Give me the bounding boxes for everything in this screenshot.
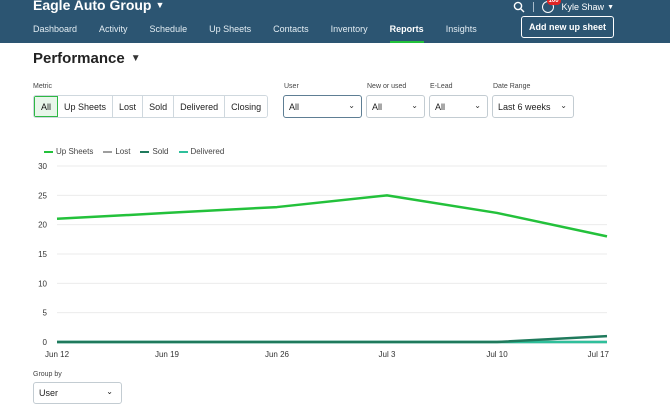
y-tick-label: 20 [38, 221, 47, 230]
group-by-label: Group by [33, 371, 62, 378]
chevron-down-icon: ▼ [130, 53, 141, 64]
metric-closing[interactable]: Closing [225, 96, 268, 117]
group-by-value: User [39, 388, 59, 398]
legend-label: Delivered [190, 147, 225, 156]
x-tick-label: Jul 17 [588, 350, 610, 359]
notifications-icon[interactable]: 100 [541, 0, 561, 13]
x-tick-label: Jul 3 [379, 350, 396, 359]
user-select-value: All [289, 101, 300, 112]
chevron-down-icon: ▼ [155, 0, 165, 10]
y-tick-label: 5 [43, 309, 48, 318]
legend-swatch [178, 150, 188, 153]
x-tick-label: Jul 10 [486, 350, 508, 359]
metric-lost[interactable]: Lost [113, 96, 144, 117]
performance-line-chart: 0 5 10 15 20 25 30 Jun 12 Jun 19 Jun 26 Jul 3 Jul 1… [38, 162, 610, 359]
nav-up-sheets[interactable]: Up Sheets [209, 24, 252, 34]
legend-label: Up Sheets [56, 147, 94, 156]
y-tick-label: 25 [38, 191, 47, 200]
group-by-select[interactable]: User ⌄ [33, 382, 122, 404]
date-range-label: Date Range [493, 83, 531, 90]
add-up-sheet-button[interactable]: Add new up sheet [520, 16, 614, 38]
user-menu[interactable]: Kyle Shaw ▼ [562, 2, 614, 12]
chevron-down-icon: ⌄ [106, 387, 113, 396]
nav-dashboard[interactable]: Dashboard [33, 24, 78, 34]
page-title-dropdown[interactable]: Performance ▼ [33, 50, 141, 67]
series-line-up-sheets [56, 194, 608, 238]
nav-activity[interactable]: Activity [99, 24, 128, 34]
user-label: User [284, 83, 299, 90]
nav-insights[interactable]: Insights [445, 24, 477, 34]
user-select[interactable]: All ⌄ [283, 95, 362, 118]
header-divider [532, 2, 534, 12]
x-tick-label: Jun 26 [265, 350, 290, 359]
new-used-select[interactable]: All ⌄ [366, 95, 425, 118]
legend-label: Sold [152, 147, 169, 156]
metric-up-sheets[interactable]: Up Sheets [58, 96, 114, 117]
nav-contacts[interactable]: Contacts [273, 24, 309, 34]
filters-row: Metric All Up Sheets Lost Sold Delivered… [33, 83, 643, 123]
chevron-down-icon: ⌄ [560, 101, 567, 110]
notification-badge: 100 [546, 0, 561, 5]
chevron-down-icon: ⌄ [348, 101, 355, 110]
new-used-value: All [372, 101, 383, 112]
metric-label: Metric [33, 83, 53, 90]
series-line-sold [57, 334, 608, 344]
legend-label: Lost [115, 147, 131, 156]
elead-label: E-Lead [430, 83, 453, 90]
chevron-down-icon: ⌄ [411, 101, 418, 110]
top-navigation-bar: Eagle Auto Group ▼ Dashboard Activity Sc… [0, 0, 670, 43]
new-used-label: New or used [367, 83, 407, 90]
legend-delivered[interactable]: Delivered [178, 147, 225, 156]
legend-lost[interactable]: Lost [103, 147, 130, 156]
chevron-down-icon: ⌄ [474, 101, 481, 110]
x-tick-label: Jun 19 [155, 350, 180, 359]
brand-switcher[interactable]: Eagle Auto Group ▼ [33, 0, 164, 13]
y-tick-label: 0 [43, 338, 48, 347]
date-range-value: Last 6 weeks [498, 101, 551, 112]
metric-delivered[interactable]: Delivered [174, 96, 226, 117]
brand-name: Eagle Auto Group [33, 0, 152, 13]
main-nav: Dashboard Activity Schedule Up Sheets Co… [33, 24, 499, 43]
user-name: Kyle Shaw [561, 2, 605, 12]
metric-all[interactable]: All [34, 96, 59, 117]
legend-swatch [103, 150, 113, 153]
search-icon[interactable] [513, 1, 525, 13]
metric-sold[interactable]: Sold [143, 96, 175, 117]
elead-select[interactable]: All ⌄ [429, 95, 488, 118]
y-tick-label: 15 [38, 250, 47, 259]
nav-schedule[interactable]: Schedule [149, 24, 188, 34]
legend-up-sheets[interactable]: Up Sheets [44, 147, 93, 156]
date-range-select[interactable]: Last 6 weeks ⌄ [492, 95, 574, 118]
elead-value: All [435, 101, 446, 112]
chevron-down-icon: ▼ [607, 3, 614, 11]
y-tick-label: 10 [38, 279, 47, 288]
header-tools: 100 Kyle Shaw ▼ [513, 0, 614, 13]
nav-reports[interactable]: Reports [389, 24, 424, 43]
chart-legend: Up Sheets Lost Sold Delivered [44, 147, 224, 156]
nav-inventory[interactable]: Inventory [330, 24, 368, 34]
metric-segmented-control: All Up Sheets Lost Sold Delivered Closin… [33, 95, 269, 118]
legend-swatch [44, 150, 53, 153]
y-tick-label: 30 [38, 162, 47, 171]
page-title: Performance [33, 50, 125, 67]
x-tick-label: Jun 12 [45, 350, 70, 359]
legend-sold[interactable]: Sold [140, 147, 169, 156]
legend-swatch [140, 150, 150, 153]
